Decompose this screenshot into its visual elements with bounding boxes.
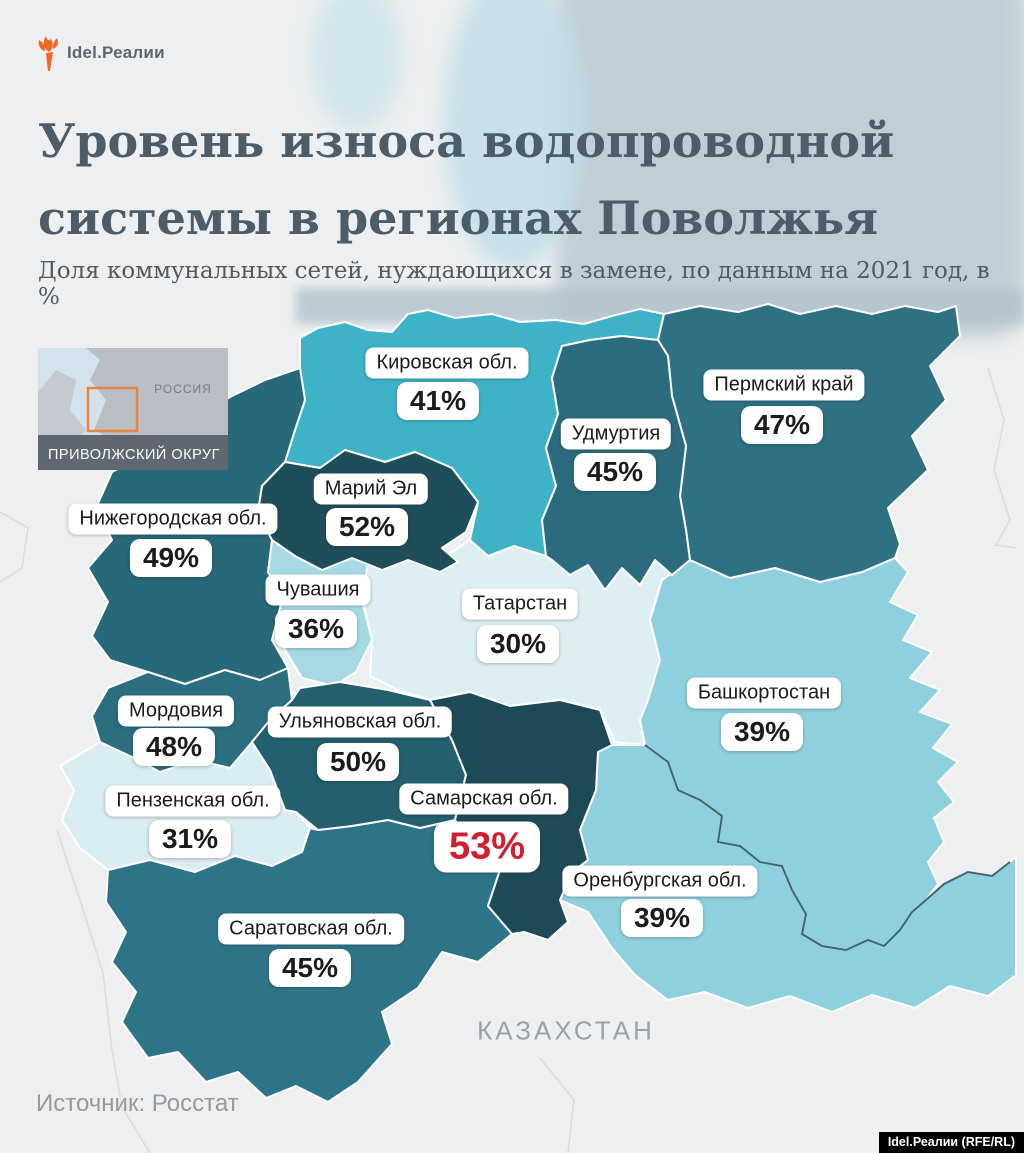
watermark-credit: Idel.Реалии (RFE/RL): [878, 1132, 1024, 1153]
region-name-saratovskaya: Саратовская обл.: [218, 913, 404, 945]
region-value-udmurtia: 45%: [573, 453, 657, 491]
page-subtitle: Доля коммунальных сетей, нуждающихся в з…: [38, 258, 990, 310]
inset-caption: ПРИВОЛЖСКИЙ ОКРУГ: [48, 445, 220, 463]
region-name-mordovia: Мордовия: [117, 695, 235, 727]
inset-country-label: РОССИЯ: [154, 382, 212, 396]
region-name-orenburgskaya: Оренбургская обл.: [562, 865, 758, 897]
region-value-nizhegorodskaya: 49%: [129, 539, 213, 577]
region-value-chuvashia: 36%: [274, 610, 358, 648]
region-name-udmurtia: Удмуртия: [560, 418, 672, 450]
brand-name: Idel.Реалии: [67, 43, 165, 62]
region-name-samarskaya: Самарская обл.: [399, 783, 569, 815]
bashkortostan-orenburg-boundary: [644, 744, 1011, 952]
brand-logo: Idel.Реалии: [38, 34, 165, 72]
region-value-ulyanovskaya: 50%: [316, 743, 400, 781]
inset-locator-map: РОССИЯ ПРИВОЛЖСКИЙ ОКРУГ: [38, 348, 228, 470]
region-value-saratovskaya: 45%: [268, 949, 352, 987]
region-value-penzenskaya: 31%: [148, 820, 232, 858]
region-value-permsky-krai: 47%: [740, 406, 824, 444]
neighbor-country-label: КАЗАХСТАН: [477, 1015, 655, 1046]
region-name-kirovskaya: Кировская обл.: [365, 347, 529, 379]
region-value-orenburgskaya: 39%: [620, 899, 704, 937]
region-name-penzenskaya: Пензенская обл.: [105, 785, 281, 817]
region-value-samarskaya: 53%: [433, 821, 541, 873]
source-credit: Источник: Росстат: [36, 1090, 239, 1117]
region-name-chuvashia: Чувашия: [265, 574, 371, 606]
outside-borders: [0, 367, 1017, 1153]
page-title: Уровень износа водопроводной системы в р…: [38, 103, 998, 257]
region-name-permsky-krai: Пермский край: [703, 369, 865, 401]
torch-flame-icon: [38, 36, 58, 71]
region-name-bashkortostan: Башкортостан: [686, 677, 842, 709]
region-name-tatarstan: Татарстан: [461, 588, 579, 620]
region-value-tatarstan: 30%: [476, 625, 560, 663]
title-line-1: Уровень износа водопроводной: [38, 114, 895, 168]
region-value-mordovia: 48%: [132, 728, 216, 766]
region-name-nizhegorodskaya: Нижегородская обл.: [68, 503, 278, 535]
region-value-bashkortostan: 39%: [720, 713, 804, 751]
region-name-mari-el: Марий Эл: [313, 473, 429, 505]
region-value-kirovskaya: 41%: [396, 382, 480, 420]
inset-highlight-box: [86, 386, 139, 433]
title-line-2: системы в регионах Поволжья: [38, 191, 879, 245]
region-value-mari-el: 52%: [325, 508, 409, 546]
region-name-ulyanovskaya: Ульяновская обл.: [267, 706, 453, 738]
